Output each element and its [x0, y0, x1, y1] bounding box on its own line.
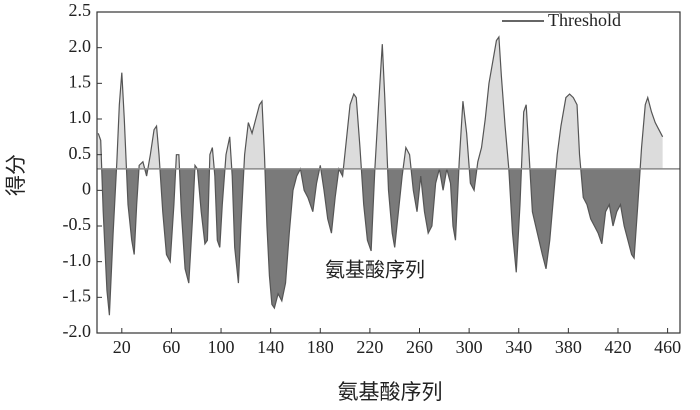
- y-tick-label: 2.0: [69, 36, 92, 56]
- annotation: 氨基酸序列: [325, 259, 425, 282]
- x-tick-label: 300: [456, 337, 483, 357]
- x-tick-label: 460: [654, 337, 681, 357]
- x-tick-label: 140: [257, 337, 284, 357]
- y-tick-label: 1.5: [69, 71, 92, 91]
- x-tick-label: 420: [604, 337, 631, 357]
- x-tick-label: 60: [162, 337, 180, 357]
- x-tick-label: 100: [208, 337, 235, 357]
- y-tick-label: 2.5: [69, 0, 92, 20]
- x-tick-label: 260: [406, 337, 433, 357]
- y-axis-title: 得分: [4, 154, 28, 196]
- x-tick-label: 380: [555, 337, 582, 357]
- x-tick-label: 220: [356, 337, 383, 357]
- y-tick-label: 0: [82, 178, 91, 198]
- y-tick-label: -2.0: [63, 321, 92, 341]
- y-tick-label: -1.5: [63, 285, 92, 305]
- plot-frame: [96, 11, 681, 334]
- legend-label: Threshold: [548, 10, 621, 30]
- y-tick-label: -1.0: [63, 250, 92, 270]
- y-tick-label: 0.5: [69, 143, 92, 163]
- x-tick-label: 180: [307, 337, 334, 357]
- area-above: [98, 36, 663, 169]
- y-tick-label: 1.0: [69, 107, 92, 127]
- x-axis-title: 氨基酸序列: [338, 380, 443, 404]
- x-tick-label: 340: [505, 337, 532, 357]
- x-tick-label: 20: [113, 337, 131, 357]
- y-tick-label: -0.5: [63, 214, 92, 234]
- area-below: [101, 168, 641, 316]
- score-line: [97, 35, 664, 316]
